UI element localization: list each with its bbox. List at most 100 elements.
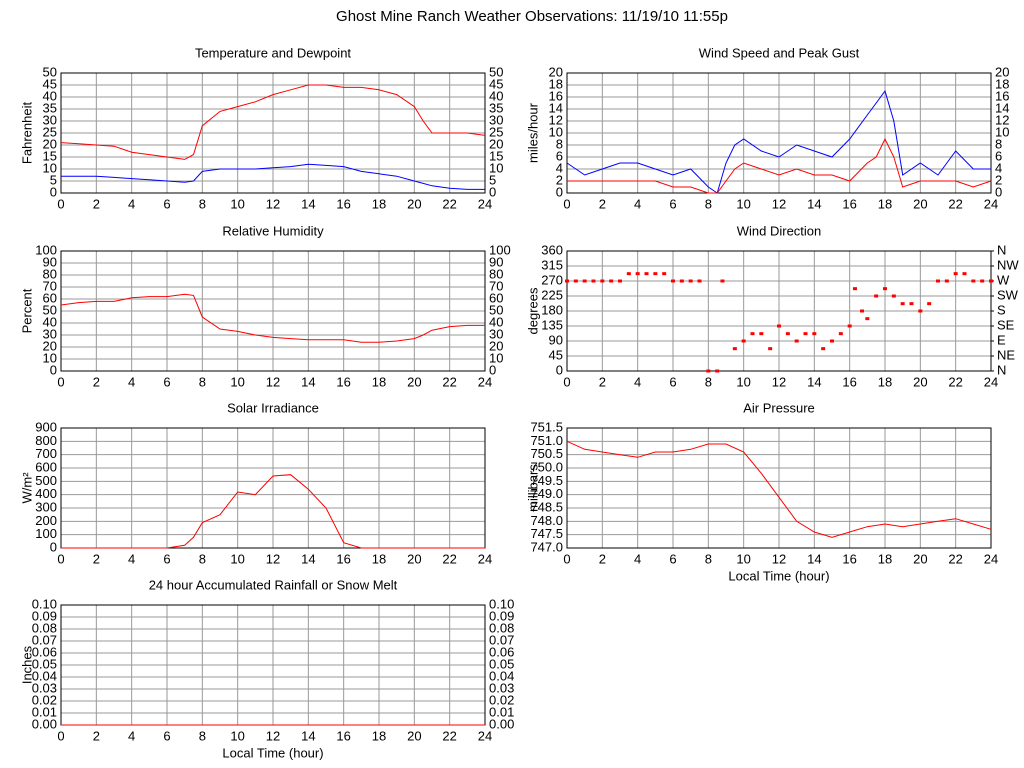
data-point (953, 272, 958, 276)
y-tick-label: 40 (43, 88, 57, 103)
x-tick-label: 8 (705, 374, 712, 389)
chart-title: Temperature and Dewpoint (195, 45, 351, 60)
y-tick-label: 751.5 (530, 419, 563, 434)
y2-tick-label: 2 (995, 172, 1002, 187)
y-axis-label: W/m² (19, 472, 34, 504)
y2-tick-label: 0.04 (489, 668, 514, 683)
data-point (759, 332, 764, 336)
data-line (566, 440, 992, 538)
data-point (794, 339, 799, 343)
data-point (768, 347, 773, 351)
data-point (927, 302, 932, 306)
y2-tick-label: 0.00 (489, 716, 514, 731)
y-tick-label: 751.0 (530, 433, 563, 448)
plot-frame (566, 72, 992, 194)
y2-tick-label: 70 (489, 278, 503, 293)
y2-tick-label: NE (997, 347, 1015, 362)
chart-title: Relative Humidity (222, 223, 324, 238)
y-tick-label: 0.00 (32, 716, 57, 731)
data-point (909, 302, 914, 306)
data-point (732, 347, 737, 351)
x-tick-label: 16 (842, 196, 856, 211)
y2-tick-label: 0.03 (489, 680, 514, 695)
y2-tick-label: 0.07 (489, 632, 514, 647)
x-tick-label: 10 (736, 374, 750, 389)
x-tick-label: 20 (407, 374, 421, 389)
y2-tick-label: 0 (995, 184, 1002, 199)
x-tick-label: 10 (230, 551, 244, 566)
chart-title: Wind Direction (737, 223, 822, 238)
x-tick-label: 10 (736, 551, 750, 566)
y2-tick-label: 20 (995, 64, 1009, 79)
y-tick-label: 20 (43, 136, 57, 151)
y2-tick-label: 0.06 (489, 644, 514, 659)
y2-tick-label: 8 (995, 136, 1002, 151)
x-axis-label: Local Time (hour) (222, 745, 323, 760)
data-line (567, 137, 992, 194)
y-axis-label: miles/hour (525, 102, 540, 163)
y-tick-label: 20 (549, 64, 563, 79)
data-point (980, 279, 985, 283)
plot-frame (566, 427, 992, 549)
x-tick-label: 14 (807, 374, 821, 389)
y-tick-label: 360 (541, 242, 563, 257)
data-point (891, 294, 896, 298)
y-tick-label: 20 (43, 338, 57, 353)
data-point (883, 287, 887, 291)
y2-tick-label: SE (997, 317, 1015, 332)
y2-tick-label: 100 (489, 242, 511, 257)
y2-tick-label: SW (997, 287, 1019, 302)
y2-tick-label: 40 (489, 314, 503, 329)
y-tick-label: 749.0 (530, 486, 563, 501)
x-tick-label: 6 (163, 728, 170, 743)
data-point (653, 272, 658, 276)
x-tick-label: 8 (199, 196, 206, 211)
data-point (741, 339, 746, 343)
x-tick-label: 2 (93, 374, 100, 389)
x-tick-label: 10 (230, 728, 244, 743)
y2-tick-label: 0.10 (489, 596, 514, 611)
y-tick-label: 0 (50, 362, 57, 377)
y-tick-label: 70 (43, 278, 57, 293)
chart-title: Air Pressure (743, 400, 815, 415)
x-tick-label: 14 (301, 551, 315, 566)
x-tick-label: 18 (372, 196, 386, 211)
x-tick-label: 14 (301, 196, 315, 211)
data-point (962, 272, 967, 276)
x-tick-label: 22 (442, 374, 456, 389)
x-tick-label: 10 (230, 374, 244, 389)
chart-title: Solar Irradiance (227, 400, 319, 415)
data-point (600, 279, 605, 283)
y-tick-label: 15 (43, 148, 57, 163)
y-tick-label: 80 (43, 266, 57, 281)
y2-tick-label: 18 (995, 76, 1009, 91)
y2-tick-label: 10 (489, 350, 503, 365)
x-tick-label: 24 (478, 196, 492, 211)
x-tick-label: 22 (442, 728, 456, 743)
x-tick-label: 22 (948, 196, 962, 211)
x-tick-label: 18 (372, 728, 386, 743)
x-tick-label: 16 (336, 374, 350, 389)
x-tick-label: 8 (199, 551, 206, 566)
chart-title: 24 hour Accumulated Rainfall or Snow Mel… (149, 577, 398, 592)
y-tick-label: 90 (549, 332, 563, 347)
y-tick-label: 45 (43, 76, 57, 91)
y-tick-label: 60 (43, 290, 57, 305)
x-tick-label: 12 (772, 374, 786, 389)
plot-frame (566, 250, 992, 372)
y-tick-label: 50 (43, 302, 57, 317)
data-point (918, 309, 923, 313)
x-tick-label: 12 (772, 196, 786, 211)
x-tick-label: 18 (372, 374, 386, 389)
data-point (573, 279, 578, 283)
x-tick-label: 0 (57, 196, 64, 211)
y-tick-label: 749.5 (530, 473, 563, 488)
x-tick-label: 12 (266, 551, 280, 566)
data-point (936, 279, 940, 283)
x-tick-label: 12 (266, 196, 280, 211)
x-tick-label: 4 (634, 551, 641, 566)
y-axis-label: Inches (19, 645, 34, 684)
chart-panel: Air Pressure millibars Local Time (hour) 74… (525, 400, 998, 583)
y2-tick-label: 0.09 (489, 608, 514, 623)
